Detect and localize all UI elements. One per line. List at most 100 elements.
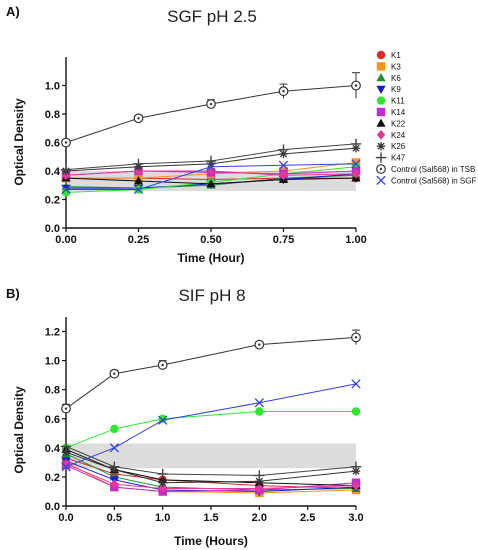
- panel-b-plot-area: 0.0 0.2 0.4 0.6 0.8 1.0 1.2 0.0 0.5 1.0 1.5 2.0 2.5 3…: [45, 317, 364, 524]
- data-point-k24: [134, 166, 143, 176]
- y-tick-label: 0.6: [45, 138, 60, 150]
- legend-label-control-sal568-in-tsb: Control (Sal568) in TSB: [391, 165, 475, 174]
- data-point-k11: [110, 424, 119, 434]
- data-point-k24: [110, 479, 119, 489]
- y-tick-label: 0.2: [45, 195, 60, 207]
- y-tick-label: 0.0: [45, 223, 60, 235]
- data-point-k24: [351, 169, 361, 179]
- y-tick-label: 0.4: [45, 443, 61, 455]
- legend-marker-k1: [376, 50, 386, 60]
- data-point-control-sal568-in-tsb: [109, 368, 120, 379]
- legend-marker-control-sal568-in-tsb: [376, 164, 386, 174]
- legend-label-k11: K11: [391, 97, 405, 106]
- legend-label-k14: K14: [391, 108, 406, 117]
- data-point-control-sal568-in-sgf: [351, 159, 361, 169]
- series-line-control-sal568-in-tsb: [65, 85, 357, 143]
- data-point-control-sal568-in-sgf: [61, 462, 71, 472]
- panel-b-label: B): [6, 286, 20, 301]
- panel-b-x-axis-label: Time (Hours): [174, 534, 248, 548]
- x-tick-label: 1.5: [203, 512, 218, 524]
- legend-marker-k3: [376, 62, 386, 71]
- data-point-k11: [351, 407, 361, 416]
- x-tick-label: 3.0: [348, 512, 363, 524]
- legend-entry-k47: K47: [375, 152, 406, 163]
- data-point-k47: [205, 155, 217, 167]
- legend-label-k26: K26: [391, 142, 406, 151]
- legend-entry-k24: K24: [376, 130, 406, 140]
- x-tick-label: 0.5: [107, 512, 122, 524]
- series-k47: [60, 441, 362, 481]
- y-tick-label: 0.0: [45, 501, 60, 513]
- data-point-control-sal568-in-tsb: [157, 360, 168, 370]
- legend-label-k6: K6: [391, 74, 401, 83]
- panel-a-label: A): [6, 4, 20, 19]
- data-point-k47: [60, 164, 72, 175]
- data-point-k47: [60, 441, 72, 452]
- series-line-k11: [65, 411, 356, 449]
- legend-label-k3: K3: [391, 62, 401, 71]
- x-tick-label: 0.75: [273, 234, 294, 246]
- legend-marker-k14: [376, 107, 386, 117]
- data-point-control-sal568-in-tsb: [133, 113, 144, 124]
- data-point-k47: [133, 158, 144, 170]
- panel-a: A) SGF pH 2.5 Time (Hour) Optical Densit…: [6, 4, 476, 265]
- legend-entry-k3: K3: [376, 62, 401, 71]
- y-tick-label: 1.2: [45, 327, 60, 339]
- legend-label-k22: K22: [391, 119, 406, 128]
- data-point-k22: [133, 176, 144, 185]
- legend-marker-control-sal568-in-sgf: [376, 175, 386, 186]
- data-point-control-sal568-in-tsb: [351, 80, 361, 91]
- series-control-sal568-in-sgf: [61, 159, 361, 195]
- legend-label-control-sal568-in-sgf: Control (Sal568) in SGF: [391, 176, 476, 185]
- y-tick-label: 1.0: [45, 356, 60, 368]
- data-point-k26: [158, 478, 167, 487]
- data-point-control-sal568-in-tsb: [278, 86, 289, 97]
- legend-entry-control-sal568-in-tsb: Control (Sal568) in TSB: [376, 164, 475, 174]
- data-point-k11: [255, 407, 264, 416]
- data-point-k47: [350, 461, 362, 472]
- y-tick-label: 0.2: [45, 472, 60, 484]
- data-point-k24: [158, 483, 167, 494]
- x-tick-label: 0.0: [58, 512, 73, 524]
- data-point-control-sal568-in-sgf: [254, 398, 264, 408]
- data-point-control-sal568-in-sgf: [133, 184, 144, 195]
- data-point-control-sal568-in-tsb: [351, 332, 361, 343]
- data-point-k47: [350, 138, 362, 150]
- data-point-control-sal568-in-sgf: [206, 162, 216, 172]
- legend-marker-k6: [376, 73, 386, 82]
- legend-entry-k1: K1: [376, 50, 401, 60]
- panel-b-y-axis-label: Optical Density: [12, 386, 26, 474]
- panel-b: B) SIF pH 8 Time (Hours) Optical Density…: [6, 286, 364, 548]
- series-control-sal568-in-tsb: [61, 72, 361, 148]
- panel-a-y-axis-label: Optical Density: [12, 98, 26, 186]
- legend-marker-k11: [376, 96, 386, 105]
- y-tick-label: 0.4: [45, 166, 61, 178]
- x-tick-label: 0.25: [128, 234, 149, 246]
- data-point-k22: [206, 179, 216, 188]
- legend-marker-k22: [376, 118, 386, 127]
- data-point-k3: [351, 158, 361, 167]
- legend: K1 K3 K6 K9 K11 K14 K22 K24 K26 K47 Control (Sal56…: [375, 50, 476, 186]
- y-tick-label: 0.8: [45, 109, 60, 121]
- legend-entry-k6: K6: [376, 73, 401, 83]
- legend-label-k9: K9: [391, 85, 401, 94]
- y-tick-label: 0.6: [45, 414, 60, 426]
- data-point-k47: [254, 470, 265, 481]
- y-tick-label: 1.0: [45, 81, 60, 93]
- data-point-k47: [278, 144, 289, 155]
- data-point-k24: [279, 170, 288, 181]
- series-k47: [60, 138, 362, 175]
- series-control-sal568-in-tsb: [61, 329, 361, 414]
- legend-marker-k9: [376, 85, 386, 94]
- data-point-k47: [157, 468, 168, 480]
- data-point-control-sal568-in-tsb: [61, 403, 71, 414]
- data-point-k24: [206, 166, 216, 176]
- panel-a-plot-area: 0.0 0.2 0.4 0.6 0.8 1.0 0.00 0.25 0.50 0.75 1.00: [45, 57, 367, 246]
- legend-label-k47: K47: [391, 154, 406, 163]
- data-point-k24: [255, 483, 264, 494]
- x-tick-label: 0.50: [200, 234, 221, 246]
- data-point-k24: [351, 480, 361, 491]
- legend-entry-k11: K11: [376, 96, 405, 106]
- series-control-sal568-in-sgf: [61, 379, 361, 472]
